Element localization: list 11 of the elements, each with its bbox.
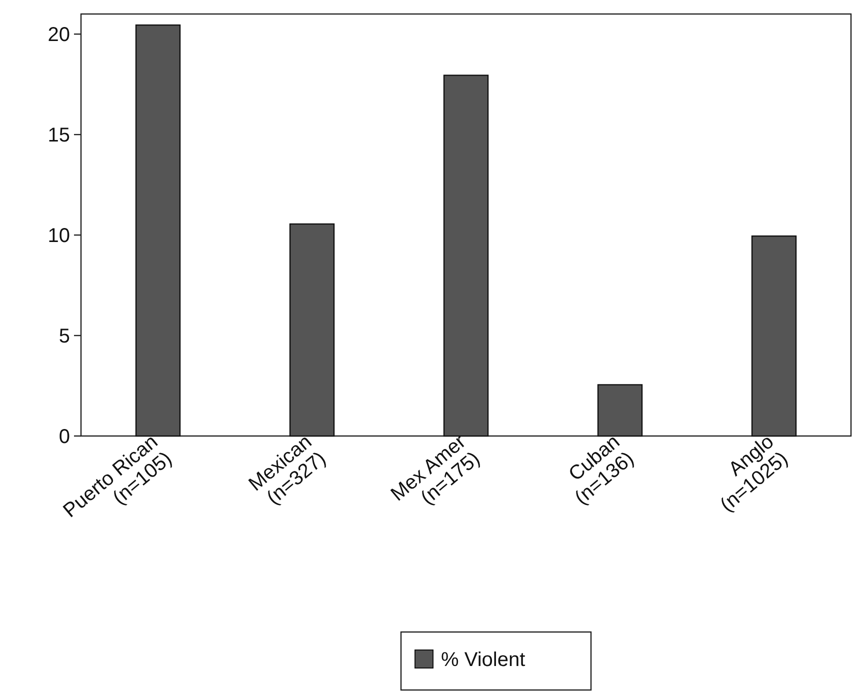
y-tick-label: 20 (48, 24, 70, 46)
bar (443, 74, 489, 437)
legend-label: % Violent (441, 649, 526, 671)
y-tick-label: 5 (58, 326, 70, 348)
bar (135, 24, 181, 437)
bar (597, 384, 643, 437)
y-tick-label: 10 (48, 225, 70, 248)
bar (289, 223, 335, 437)
bar (751, 235, 797, 437)
y-tick-label: 0 (58, 426, 70, 448)
y-tick-label: 15 (48, 124, 70, 147)
